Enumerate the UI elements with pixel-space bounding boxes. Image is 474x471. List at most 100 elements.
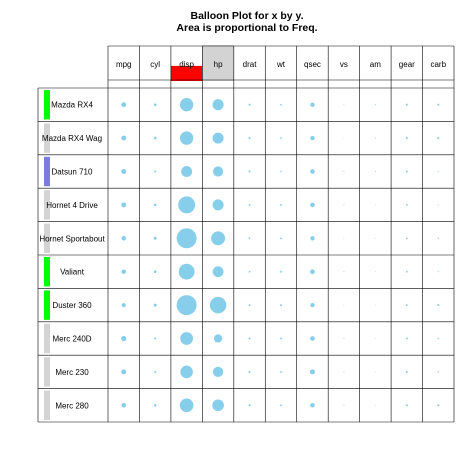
balloon-mazda-rx4-am bbox=[374, 104, 376, 106]
balloon-merc-280-am bbox=[374, 404, 376, 406]
balloon-mazda-rx4-wag-carb bbox=[437, 137, 440, 140]
balloon-merc-280-hp bbox=[212, 399, 224, 412]
balloon-valiant-carb bbox=[437, 271, 439, 273]
balloon-mazda-rx4-wag-gear bbox=[405, 137, 408, 140]
column-label-gear: gear bbox=[399, 60, 415, 69]
marginal-bars bbox=[44, 45, 234, 420]
balloon-duster-360-mpg bbox=[121, 303, 126, 308]
balloon-valiant-am bbox=[374, 271, 376, 273]
balloon-mazda-rx4-wag-drat bbox=[248, 137, 251, 140]
balloon-mazda-rx4-mpg bbox=[121, 102, 127, 108]
balloon-hornet-sportabout-gear bbox=[405, 237, 408, 240]
balloon-merc-280-drat bbox=[248, 404, 251, 407]
balloon-mazda-rx4-vs bbox=[343, 104, 345, 106]
balloon-duster-360-vs bbox=[343, 304, 345, 306]
column-bar-disp bbox=[170, 65, 203, 81]
balloon-merc-280-disp bbox=[179, 398, 194, 413]
balloon-merc-240d-disp bbox=[180, 332, 194, 345]
balloon-merc-230-disp bbox=[180, 365, 193, 379]
balloon-datsun-710-hp bbox=[213, 166, 224, 177]
balloon-datsun-710-mpg bbox=[121, 168, 127, 175]
balloon-mazda-rx4-wag-disp bbox=[179, 131, 194, 145]
balloon-hornet-sportabout-vs bbox=[343, 237, 345, 239]
balloon-hornet-sportabout-disp bbox=[176, 228, 197, 249]
balloon-datsun-710-drat bbox=[248, 170, 251, 173]
balloon-duster-360-disp bbox=[176, 295, 197, 316]
row-label-hornet-4-drive: Hornet 4 Drive bbox=[46, 201, 98, 210]
balloon-duster-360-cyl bbox=[153, 303, 157, 307]
row-label-merc-230: Merc 230 bbox=[55, 368, 89, 377]
axis-labels: mpg cyl disp hp drat wt qsec vs am gear carb Mazda … bbox=[39, 60, 446, 410]
balloon-merc-230-mpg bbox=[121, 369, 127, 375]
balloon-merc-240d-gear bbox=[405, 337, 408, 340]
row-label-merc-240d: Merc 240D bbox=[52, 335, 91, 344]
balloon-mazda-rx4-cyl bbox=[153, 103, 157, 106]
column-label-disp: disp bbox=[179, 60, 194, 69]
grid-lines bbox=[37, 45, 455, 423]
row-label-merc-280: Merc 280 bbox=[55, 401, 89, 410]
row-label-mazda-rx4-wag: Mazda RX4 Wag bbox=[42, 134, 102, 143]
balloon-duster-360-am bbox=[374, 304, 376, 306]
balloon-hornet-4-drive-gear bbox=[405, 203, 408, 206]
balloon-hornet-4-drive-hp bbox=[212, 199, 224, 211]
row-label-mazda-rx4: Mazda RX4 bbox=[51, 101, 93, 110]
column-label-drat: drat bbox=[243, 60, 258, 69]
column-bar-hp bbox=[202, 45, 234, 81]
column-label-hp: hp bbox=[214, 60, 223, 69]
balloon-hornet-4-drive-am bbox=[374, 204, 376, 206]
row-bar-duster-360 bbox=[44, 290, 50, 320]
balloon-duster-360-carb bbox=[437, 304, 440, 307]
balloon-merc-230-hp bbox=[212, 366, 224, 378]
row-bar-datsun-710 bbox=[44, 156, 50, 187]
balloon-mazda-rx4-wag-qsec bbox=[310, 135, 315, 141]
column-label-carb: carb bbox=[430, 60, 446, 69]
balloon-hornet-sportabout-hp bbox=[211, 231, 226, 246]
column-label-cyl: cyl bbox=[150, 60, 160, 69]
column-label-qsec: qsec bbox=[304, 60, 321, 69]
balloon-mazda-rx4-carb bbox=[437, 103, 440, 106]
balloon-hornet-sportabout-carb bbox=[437, 237, 440, 240]
row-label-datsun-710: Datsun 710 bbox=[52, 168, 93, 177]
balloon-valiant-disp bbox=[178, 263, 195, 280]
balloon-merc-280-cyl bbox=[153, 404, 157, 407]
balloon-merc-230-qsec bbox=[309, 369, 315, 375]
balloon-datsun-710-vs bbox=[343, 170, 345, 173]
balloon-merc-280-gear bbox=[405, 404, 408, 407]
balloon-mazda-rx4-wag-wt bbox=[280, 137, 282, 139]
balloon-merc-230-cyl bbox=[154, 370, 157, 373]
row-bar-merc-240d bbox=[44, 323, 50, 354]
balloons bbox=[121, 98, 440, 413]
row-bar-mazda-rx4 bbox=[44, 90, 50, 120]
row-bar-merc-230 bbox=[44, 357, 50, 387]
balloon-hornet-4-drive-carb bbox=[437, 204, 439, 206]
balloon-merc-280-wt bbox=[280, 404, 282, 407]
balloon-merc-240d-vs bbox=[343, 337, 345, 340]
row-bar-hornet-sportabout bbox=[44, 223, 50, 253]
column-label-mpg: mpg bbox=[116, 60, 132, 69]
balloon-hornet-4-drive-wt bbox=[280, 203, 282, 206]
balloon-duster-360-gear bbox=[405, 304, 408, 307]
balloon-merc-280-mpg bbox=[121, 402, 127, 408]
balloon-merc-240d-carb bbox=[437, 337, 440, 340]
balloon-hornet-4-drive-vs bbox=[343, 204, 345, 206]
balloon-merc-280-qsec bbox=[310, 403, 315, 408]
chart-title: Balloon Plot for x by y. bbox=[191, 10, 304, 22]
balloon-merc-230-carb bbox=[437, 371, 440, 373]
balloon-mazda-rx4-wag-am bbox=[374, 137, 376, 139]
balloon-merc-240d-mpg bbox=[121, 335, 127, 342]
balloon-merc-230-vs bbox=[343, 371, 345, 373]
balloon-valiant-wt bbox=[280, 270, 282, 273]
balloon-duster-360-wt bbox=[280, 304, 282, 307]
balloon-valiant-vs bbox=[343, 271, 345, 273]
balloon-duster-360-qsec bbox=[310, 303, 315, 308]
row-bar-merc-280 bbox=[44, 390, 50, 420]
balloon-mazda-rx4-wag-cyl bbox=[153, 136, 157, 140]
balloon-merc-240d-wt bbox=[280, 337, 282, 340]
balloon-hornet-4-drive-disp bbox=[178, 196, 196, 214]
balloon-datsun-710-cyl bbox=[154, 170, 157, 173]
balloon-merc-240d-drat bbox=[248, 337, 251, 340]
column-label-wt: wt bbox=[276, 60, 286, 69]
balloon-hornet-sportabout-cyl bbox=[153, 236, 157, 240]
